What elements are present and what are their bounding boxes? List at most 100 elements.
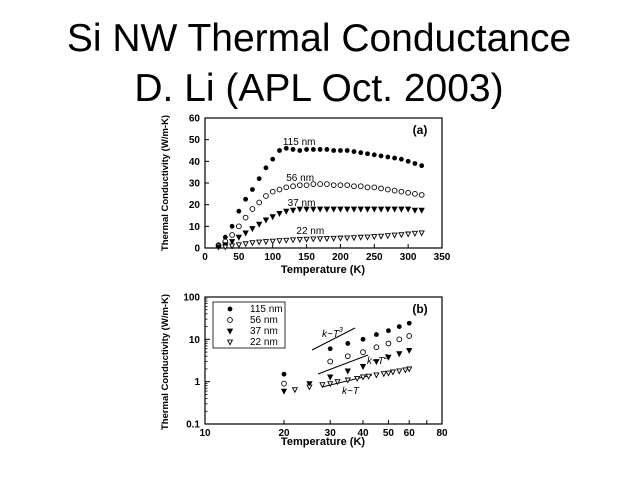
panel-a-point-22nm xyxy=(418,230,425,237)
panel-a-point-22nm xyxy=(384,233,391,240)
panel-a-point-37nm xyxy=(228,239,236,246)
panel-a-point-56nm xyxy=(405,189,411,196)
panel-a-point-37nm xyxy=(350,206,358,213)
panel-a-point-22nm xyxy=(256,239,263,246)
panel-a-point-37nm xyxy=(310,206,317,213)
panel-b-point-115nm xyxy=(281,371,287,377)
panel-a-point-115nm xyxy=(250,187,255,192)
slide-title-line2: D. Li (APL Oct. 2003) xyxy=(134,67,504,110)
panel-a-point-115nm xyxy=(283,145,289,151)
panel-a-point-22nm xyxy=(350,235,358,242)
panel-b-point-22nm xyxy=(327,381,334,388)
panel-a-point-37nm xyxy=(269,214,276,221)
panel-a-xtick-label: 350 xyxy=(434,252,451,263)
panel-a-point-22nm xyxy=(404,231,412,238)
panel-a-point-56nm xyxy=(344,182,351,189)
panel-b-point-56nm xyxy=(281,380,287,387)
panel-a-point-22nm xyxy=(249,240,256,247)
panel-a-point-37nm xyxy=(418,207,425,214)
panel-a-point-56nm xyxy=(364,184,371,191)
panel-a-point-37nm xyxy=(344,206,351,213)
panel-a-point-37nm xyxy=(357,206,364,213)
panel-b-ytick-label: 0.1 xyxy=(186,420,200,431)
panel-b-ylabel: Thermal Conductivity (W/m-K) xyxy=(160,294,171,430)
panel-a-point-22nm xyxy=(269,238,276,245)
panel-a-point-22nm xyxy=(296,236,303,243)
annotation-k-t3: k~T3 xyxy=(322,327,343,340)
panel-a-point-22nm xyxy=(377,233,385,240)
panel-a-point-56nm xyxy=(290,183,296,190)
panel-a-point-22nm xyxy=(262,239,270,246)
panel-b-point-37nm xyxy=(344,368,351,375)
panel-a-point-115nm xyxy=(344,148,350,153)
panel-b-xtick-label: 30 xyxy=(325,428,337,439)
panel-a-point-115nm xyxy=(412,161,418,166)
panel-b-point-37nm xyxy=(373,359,380,366)
panel-a-ytick-label: 30 xyxy=(189,179,201,190)
panel-b-point-37nm xyxy=(406,347,413,354)
legend-label-115nm: 115 nm xyxy=(250,304,283,315)
legend-marker-37nm xyxy=(226,328,234,335)
panel-a-series-label-115nm: 115 nm xyxy=(283,137,316,148)
panel-b-point-22nm xyxy=(365,373,372,380)
panel-a-point-22nm xyxy=(323,236,331,243)
panel-a-point-115nm xyxy=(405,158,411,164)
panel-b-point-56nm xyxy=(327,358,334,365)
panel-a-point-22nm xyxy=(242,241,249,248)
slope-line-t2 xyxy=(317,354,369,375)
panel-a-point-115nm xyxy=(351,149,357,154)
panel-b-point-115nm xyxy=(396,324,402,329)
panel-a-point-56nm xyxy=(263,193,269,199)
panel-a-point-56nm xyxy=(317,181,323,187)
panel-b-point-37nm xyxy=(327,374,334,381)
panel-a-xtick-label: 100 xyxy=(264,252,281,263)
panel-a-point-56nm xyxy=(276,186,283,193)
panel-a-point-115nm xyxy=(290,147,296,152)
panel-b-frame xyxy=(204,296,443,425)
panel-b-point-56nm xyxy=(396,336,403,343)
panel-a-point-56nm xyxy=(303,182,310,189)
panel-b-ytick-label: 10 xyxy=(189,335,201,346)
panel-a-point-115nm xyxy=(419,163,425,169)
panel-b-point-22nm xyxy=(359,374,367,381)
panel-a-point-37nm xyxy=(371,206,378,213)
panel-a-point-56nm xyxy=(242,214,249,221)
panel-a-point-115nm xyxy=(317,147,323,152)
legend-marker-115nm xyxy=(227,306,233,312)
panel-a-point-22nm xyxy=(337,235,344,242)
panel-a-point-37nm xyxy=(289,207,297,214)
panel-a-point-56nm xyxy=(324,181,330,187)
panel-a-point-22nm xyxy=(398,232,405,239)
panel-b-point-22nm xyxy=(402,367,409,374)
panel-a-point-56nm xyxy=(371,184,378,191)
panel-a-point-115nm xyxy=(256,176,262,182)
panel-b-point-115nm xyxy=(374,332,379,337)
panel-a-point-37nm xyxy=(296,206,303,213)
panel-b-point-115nm xyxy=(386,328,391,334)
panel-b-point-22nm xyxy=(291,387,299,394)
panel-a-point-37nm xyxy=(377,206,385,213)
panel-b-point-22nm xyxy=(373,372,380,379)
panel-a-point-22nm xyxy=(357,234,364,241)
legend-label-22nm: 22 nm xyxy=(250,337,278,348)
panel-a-point-22nm xyxy=(235,242,243,249)
legend-marker-56nm xyxy=(227,317,233,323)
slope-line-t3 xyxy=(311,327,356,351)
panel-b-point-37nm xyxy=(280,388,288,395)
panel-a-ytick-label: 60 xyxy=(189,114,201,125)
panel-a-point-56nm xyxy=(337,182,344,189)
panel-a-point-37nm xyxy=(323,206,331,213)
panel-a-point-37nm xyxy=(391,206,398,213)
panel-a-point-115nm xyxy=(310,147,316,152)
slide-title-line1: Si NW Thermal Conductance xyxy=(66,17,572,60)
panel-b-point-22nm xyxy=(406,366,413,373)
panel-a-point-37nm xyxy=(215,244,222,251)
panel-b-xtick-label: 60 xyxy=(404,428,416,439)
panel-a-xlabel: Temperature (K) xyxy=(281,264,365,276)
panel-a-point-37nm xyxy=(242,230,249,237)
panel-a-point-37nm xyxy=(404,206,412,213)
panel-a-point-37nm xyxy=(411,207,419,214)
panel-b-xtick-label: 10 xyxy=(199,428,211,439)
panel-a-point-56nm xyxy=(269,188,276,195)
